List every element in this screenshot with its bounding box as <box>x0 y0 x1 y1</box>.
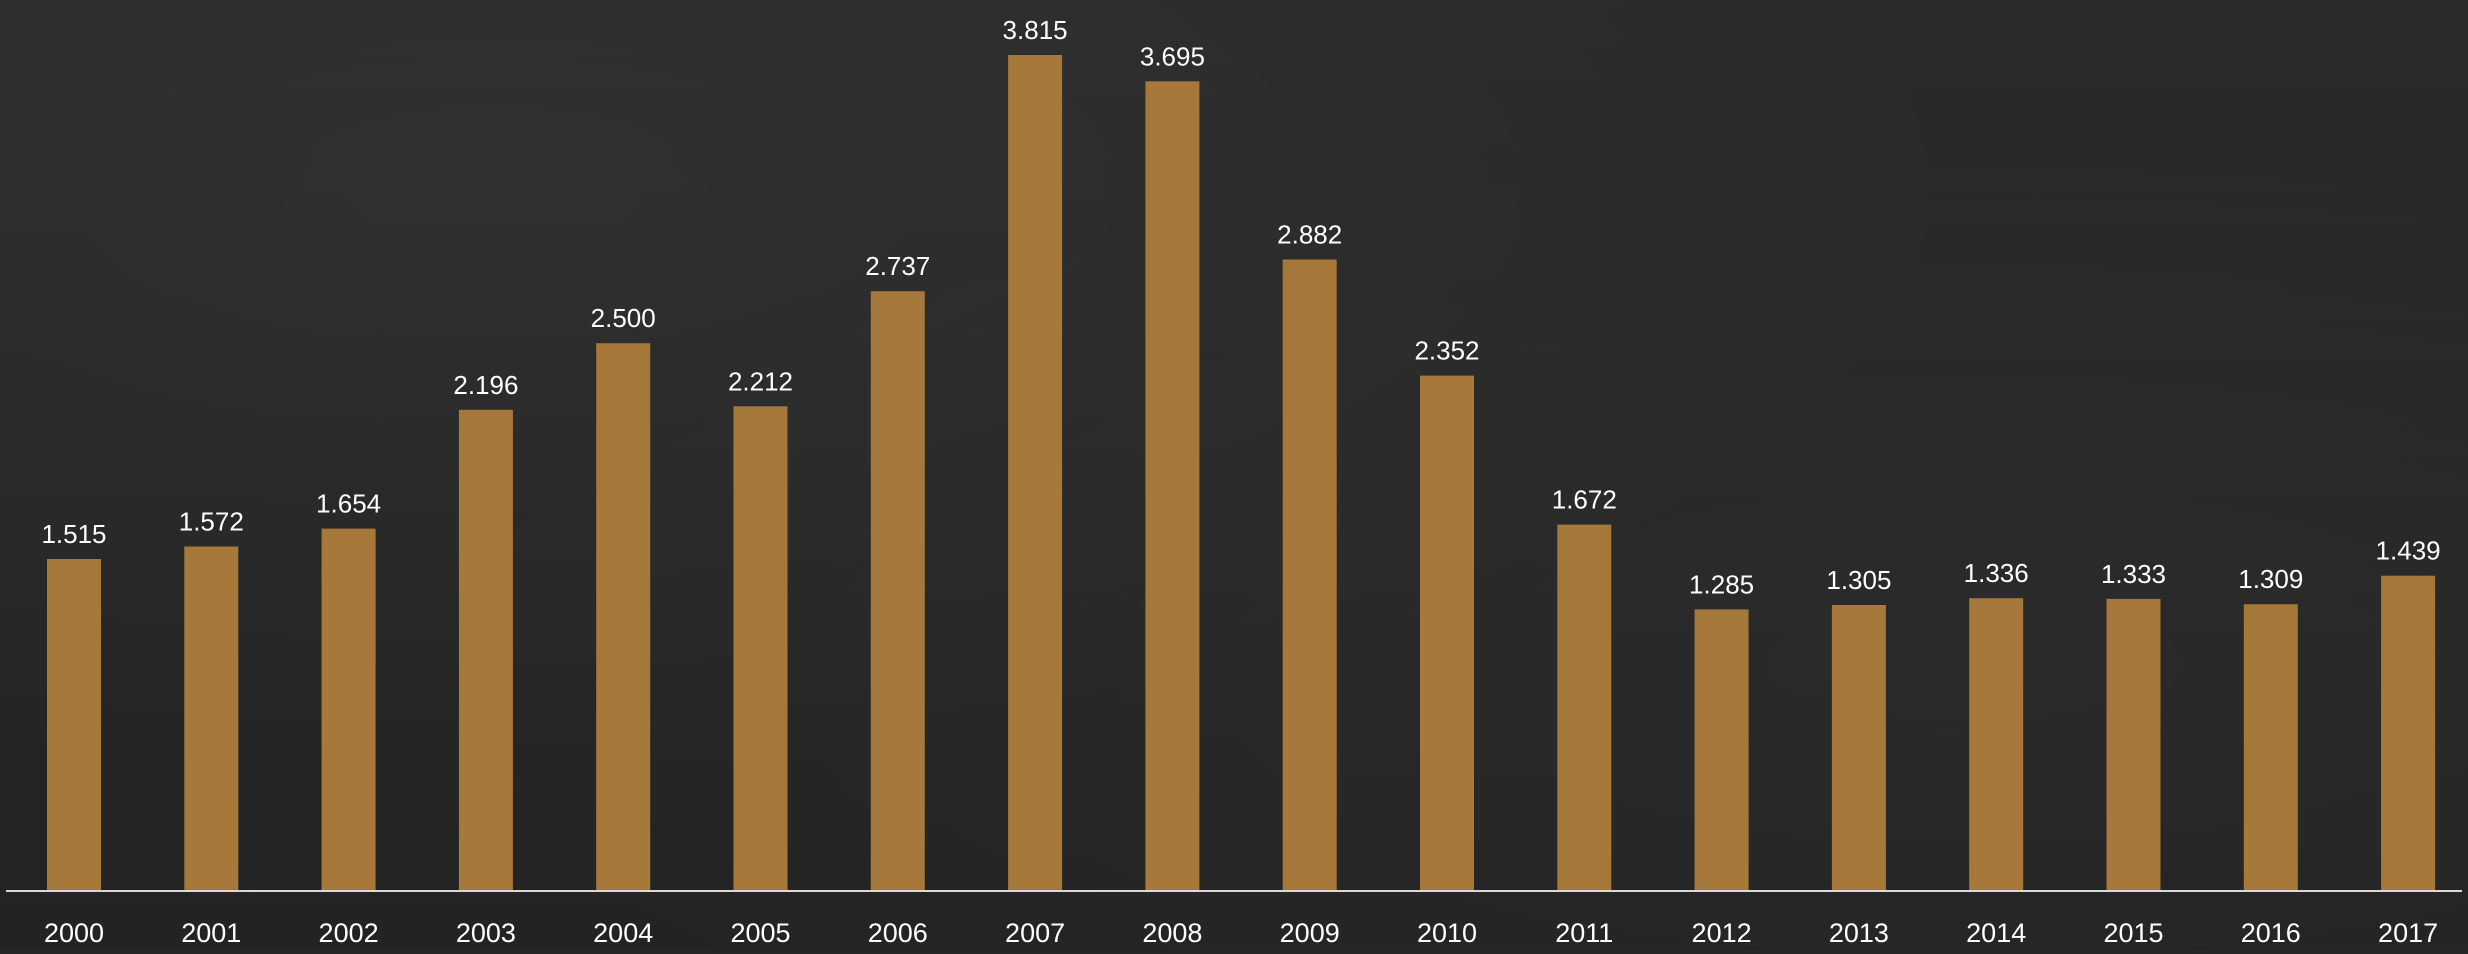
bar-2016 <box>2243 604 2298 891</box>
x-tick-label-2002: 2002 <box>319 918 379 948</box>
x-tick-label-2017: 2017 <box>2378 918 2438 948</box>
bar-2004 <box>596 343 651 891</box>
data-label-2011: 1.672 <box>1552 485 1617 515</box>
bars-group <box>47 55 2436 892</box>
x-tick-label-2011: 2011 <box>1555 918 1613 948</box>
bar-2003 <box>458 409 513 891</box>
bar-2010 <box>1420 375 1474 892</box>
x-tick-label-2016: 2016 <box>2241 918 2301 948</box>
bar-2005 <box>733 406 788 891</box>
data-label-2009: 2.882 <box>1277 220 1342 250</box>
bar-2008 <box>1145 81 1200 892</box>
bar-2009 <box>1282 259 1337 891</box>
data-label-2000: 1.515 <box>41 519 106 549</box>
data-label-2006: 2.737 <box>865 251 930 281</box>
x-tick-label-2006: 2006 <box>868 918 928 948</box>
x-tick-label-2008: 2008 <box>1142 918 1202 948</box>
x-tick-label-2010: 2010 <box>1417 918 1477 948</box>
bar-2013 <box>1831 605 1886 891</box>
bar-2017 <box>2381 575 2436 891</box>
x-tick-label-2003: 2003 <box>456 918 516 948</box>
x-tick-label-2012: 2012 <box>1692 918 1752 948</box>
x-tick-label-2004: 2004 <box>593 918 653 948</box>
data-label-2007: 3.815 <box>1003 15 1068 45</box>
x-tick-label-2005: 2005 <box>730 918 790 948</box>
data-label-2012: 1.285 <box>1689 569 1754 599</box>
x-tick-label-2009: 2009 <box>1280 918 1340 948</box>
x-tick-label-2007: 2007 <box>1005 918 1065 948</box>
x-tick-label-2001: 2001 <box>181 918 241 948</box>
bar-2002 <box>321 528 376 891</box>
bar-2007 <box>1008 55 1063 891</box>
data-label-2004: 2.500 <box>591 303 656 333</box>
data-label-2001: 1.572 <box>179 507 244 537</box>
data-label-2015: 1.333 <box>2101 559 2166 589</box>
bar-2001 <box>184 546 239 891</box>
data-label-2017: 1.439 <box>2376 536 2441 566</box>
bar-2012 <box>1694 609 1749 891</box>
data-label-2016: 1.309 <box>2238 564 2303 594</box>
data-label-2013: 1.305 <box>1826 565 1891 595</box>
bar-2000 <box>47 559 101 891</box>
data-labels-group: 1.515 1.572 1.654 2.196 2.500 2.212 2.737 3.815… <box>41 15 2440 599</box>
bar-2015 <box>2106 598 2161 891</box>
data-label-2008: 3.695 <box>1140 41 1205 71</box>
data-label-2002: 1.654 <box>316 489 381 519</box>
bar-2006 <box>870 291 925 891</box>
data-label-2003: 2.196 <box>453 370 518 400</box>
x-tick-label-2013: 2013 <box>1829 918 1889 948</box>
x-tick-label-2000: 2000 <box>44 918 104 948</box>
x-tick-label-2014: 2014 <box>1966 918 2026 948</box>
data-label-2010: 2.352 <box>1414 336 1479 366</box>
bar-2011 <box>1557 524 1612 891</box>
x-tick-label-2015: 2015 <box>2103 918 2163 948</box>
data-label-2014: 1.336 <box>1964 558 2029 588</box>
bar-2014 <box>1969 598 2024 891</box>
x-tick-labels-group: 2000 2001 2002 2003 2004 2005 2006 2007 2008 2009… <box>44 918 2438 948</box>
data-label-2005: 2.212 <box>728 366 793 396</box>
